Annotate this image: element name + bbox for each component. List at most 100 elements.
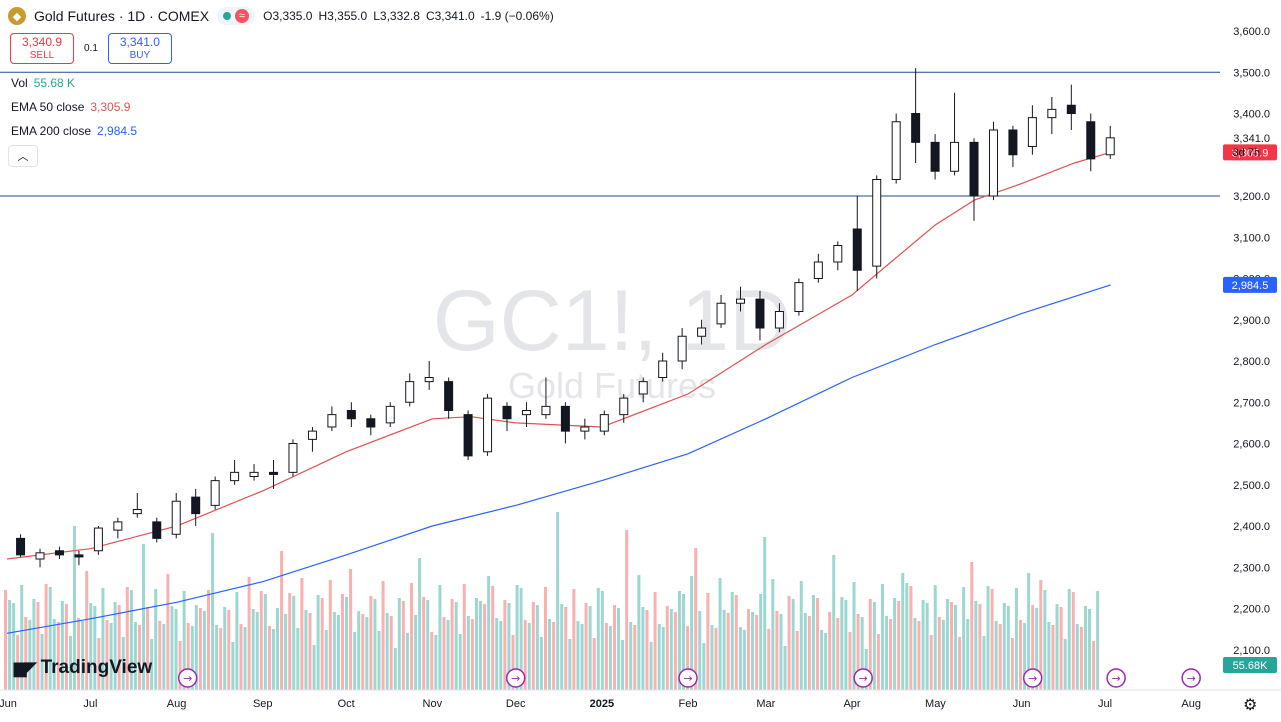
collapse-legend-button[interactable]: ︿: [8, 145, 38, 167]
volume-bar: [978, 604, 982, 690]
gear-icon[interactable]: ⚙: [1243, 697, 1258, 714]
volume-bar: [799, 581, 803, 690]
volume-bar: [357, 611, 361, 690]
volume-bar: [746, 609, 750, 690]
volume-bar: [710, 625, 714, 690]
x-tick-label: Feb: [679, 698, 698, 710]
volume-bar: [202, 611, 206, 690]
volume-bar: [657, 624, 661, 690]
volume-bar: [312, 645, 316, 690]
volume-bar: [418, 558, 422, 690]
volume-bar: [868, 599, 872, 690]
volume-bar: [93, 606, 97, 690]
status-pill[interactable]: ≈: [217, 7, 256, 25]
tradingview-logo[interactable]: ▆◤ TradingView: [14, 657, 153, 678]
candle-body: [716, 302, 726, 325]
volume-bar: [917, 621, 921, 690]
volume-bar: [211, 533, 215, 690]
volume-bar: [625, 530, 629, 690]
candle-body: [1066, 104, 1076, 114]
volume-bar: [832, 555, 836, 690]
price-axis-bg: [1221, 0, 1281, 690]
volume-bar: [539, 637, 543, 690]
candle-body: [269, 471, 279, 475]
x-tick-label: Sep: [253, 698, 273, 710]
volume-legend[interactable]: Vol 55.68 K: [11, 76, 76, 90]
volume-bar: [442, 617, 446, 690]
volume-bar: [572, 589, 576, 690]
volume-bar: [803, 613, 807, 690]
buy-button[interactable]: 3,341.0 BUY: [107, 33, 172, 64]
volume-bar: [1092, 641, 1096, 690]
ema-lines: [6, 151, 1111, 634]
volume-bar: [182, 591, 186, 690]
volume-bar: [332, 612, 336, 690]
candle-body: [988, 129, 998, 197]
volume-bar: [791, 599, 795, 690]
volume-bar: [556, 512, 560, 690]
volume-bar: [682, 594, 686, 690]
ema200-legend[interactable]: EMA 200 close 2,984.5: [11, 124, 138, 138]
volume-tag-label: 55.68K: [1233, 660, 1269, 672]
volume-bar: [495, 618, 499, 690]
volume-bar: [848, 632, 852, 690]
volume-bar: [925, 603, 929, 690]
y-tick-label: 3,400.0: [1233, 109, 1270, 121]
volume-bar: [304, 610, 308, 690]
y-tick-label: 2,100.0: [1233, 645, 1270, 657]
volume-bar: [491, 586, 495, 690]
volume-bar: [527, 623, 531, 690]
volume-bar: [426, 600, 430, 690]
volume-bar: [125, 587, 129, 690]
y-tick-label: 2,900.0: [1233, 315, 1270, 327]
volume-bar: [20, 585, 24, 690]
event-arrow-icon: →: [183, 672, 192, 685]
volume-bar: [686, 626, 690, 690]
candle-body: [560, 405, 570, 432]
candles: [16, 68, 1115, 568]
volume-bar: [990, 589, 994, 690]
volume-bar: [876, 634, 880, 690]
volume-bar: [511, 635, 515, 690]
candle-body: [210, 480, 220, 506]
candle-body: [872, 179, 882, 267]
volume-bar: [316, 595, 320, 690]
ema50-legend[interactable]: EMA 50 close 3,305.9: [11, 100, 131, 114]
volume-bar: [158, 621, 162, 690]
low-value: 3,332.8: [379, 9, 420, 23]
x-tick-label: Dec: [506, 698, 526, 710]
candle-body: [891, 121, 901, 180]
tv-logo-icon: ▆◤: [14, 660, 37, 677]
candle-body: [1105, 137, 1115, 156]
volume-bar: [856, 614, 860, 690]
volume-bar: [40, 634, 44, 690]
volume-bar: [1014, 588, 1018, 690]
volume-bar: [340, 594, 344, 690]
volume-bar: [543, 587, 547, 690]
sell-button[interactable]: 3,340.9 SELL: [10, 33, 74, 64]
volume-bar: [880, 584, 884, 690]
volume-bar: [1002, 603, 1006, 690]
symbol-title[interactable]: Gold Futures · 1D · COMEX: [34, 8, 210, 24]
x-tick-label: Mar: [756, 698, 775, 710]
ema200-line: [6, 284, 1111, 634]
volume-bar: [16, 635, 20, 690]
volume-bar: [154, 589, 158, 690]
price-axis[interactable]: 3,600.03,500.03,400.03,300.03,200.03,100…: [1221, 0, 1281, 690]
volume-bar: [1051, 625, 1055, 690]
volume-bar: [568, 639, 572, 690]
volume-bar: [552, 622, 556, 690]
time-axis[interactable]: Jun Jul Aug Sep Oct Nov Dec 2025 Feb Mar Apr May Jun…: [0, 668, 1281, 722]
volume-bar: [1063, 639, 1067, 690]
volume-bar: [1059, 607, 1063, 690]
volume-bar: [706, 593, 710, 690]
volume-bar: [893, 598, 897, 690]
horizontal-levels[interactable]: 3,500.0 3,200.0: [0, 64, 1277, 204]
volume-bar: [588, 606, 592, 690]
candle-body: [852, 228, 862, 271]
candle-body: [813, 261, 823, 279]
volume-bar: [109, 623, 113, 690]
volume-bar: [608, 626, 612, 690]
candle-body: [249, 471, 259, 477]
